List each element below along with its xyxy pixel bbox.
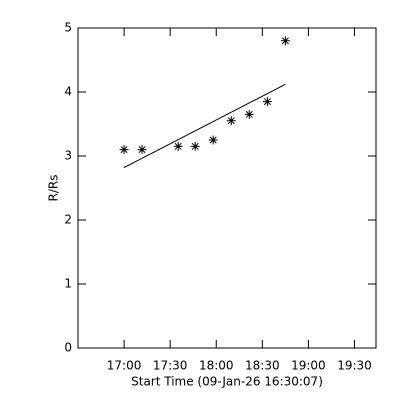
x-tick-label: 18:00 <box>199 359 234 373</box>
y-axis-label: R/Rs <box>47 175 61 202</box>
asterisk-marker <box>244 109 254 119</box>
asterisk-marker <box>262 97 272 107</box>
y-tick-label: 0 <box>64 341 72 355</box>
x-tick-label: 19:00 <box>291 359 326 373</box>
asterisk-marker <box>226 116 236 126</box>
x-tick-label: 19:30 <box>337 359 372 373</box>
asterisk-marker <box>280 36 290 46</box>
y-tick-label: 4 <box>64 85 72 99</box>
asterisk-marker <box>190 141 200 151</box>
x-tick-label: 17:30 <box>153 359 188 373</box>
asterisk-marker <box>208 135 218 145</box>
x-axis-label: Start Time (09-Jan-26 16:30:07) <box>131 375 323 389</box>
asterisk-marker <box>173 141 183 151</box>
y-tick-label: 3 <box>64 149 72 163</box>
x-tick-label: 17:00 <box>107 359 142 373</box>
y-tick-label: 1 <box>64 277 72 291</box>
y-tick-label: 2 <box>64 213 72 227</box>
y-tick-label: 5 <box>64 21 72 35</box>
asterisk-marker <box>119 145 129 155</box>
x-tick-label: 18:30 <box>245 359 280 373</box>
plot-frame <box>77 27 377 349</box>
asterisk-marker <box>137 145 147 155</box>
fit-line <box>123 83 286 168</box>
